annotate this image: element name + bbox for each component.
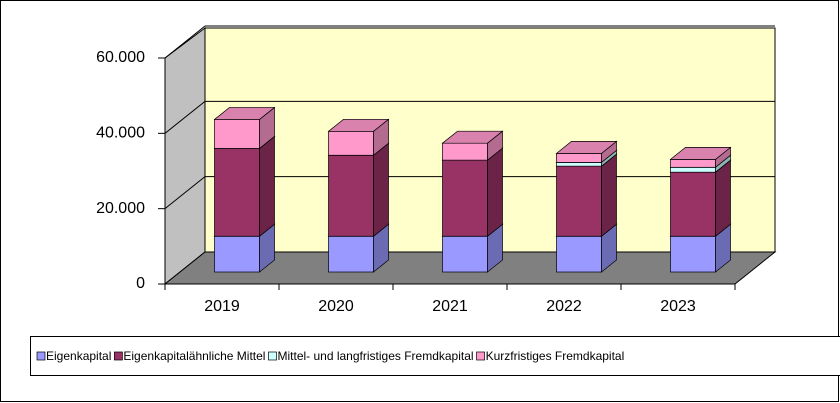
bar-segment — [556, 235, 602, 273]
x-tick-label: 2022 — [546, 298, 582, 315]
y-tick-label: 40.000 — [96, 125, 145, 142]
x-tick-label: 2019 — [204, 298, 240, 315]
bar-segment — [328, 154, 374, 237]
bar-segment — [670, 171, 716, 237]
x-tick-label: 2023 — [660, 298, 696, 315]
bar-top — [441, 130, 504, 144]
bar-top — [669, 147, 732, 160]
bar-side — [373, 142, 389, 237]
bar-segment — [442, 235, 488, 273]
x-tick-label: 2020 — [318, 298, 354, 315]
bar-segment — [670, 235, 716, 273]
bar-segment — [442, 142, 488, 161]
bar-side — [487, 147, 503, 237]
bar-segment — [214, 235, 260, 273]
bar-top — [555, 141, 618, 154]
side-wall — [164, 27, 206, 286]
bar-segment — [670, 166, 716, 173]
bar-segment — [556, 165, 602, 237]
legend-swatch — [36, 351, 46, 361]
bar-segment — [556, 153, 602, 163]
bar-segment — [670, 159, 716, 168]
bar-side — [259, 135, 275, 237]
grid-line — [164, 176, 206, 210]
bar-segment — [442, 159, 488, 237]
grid-line — [164, 100, 206, 134]
legend-swatch — [114, 351, 123, 361]
y-tick-label: 20.000 — [96, 200, 145, 217]
grid-line — [164, 25, 206, 59]
bar-segment — [328, 235, 374, 273]
y-tick-label: 0 — [136, 275, 145, 292]
bar-side — [715, 159, 731, 237]
y-tick-label: 60.000 — [96, 49, 145, 66]
bar-side — [601, 153, 617, 237]
legend-label: Kurzfristiges Fremdkapital — [486, 349, 625, 363]
legend-label: Mittel- und langfristiges Fremdkapital — [277, 349, 473, 363]
bar-top — [213, 107, 276, 120]
bar-top — [327, 118, 390, 132]
bar-segment — [214, 119, 260, 149]
legend-swatch — [268, 351, 277, 361]
bar-segment — [214, 148, 260, 237]
legend-box — [30, 336, 840, 376]
bar-segment — [328, 130, 374, 156]
x-tick-label: 2021 — [432, 298, 468, 315]
bar-segment — [556, 162, 602, 167]
legend-label: Eigenkapital — [46, 349, 111, 363]
legend-swatch — [476, 351, 485, 361]
legend-label: Eigenkapitalähnliche Mittel — [123, 349, 265, 363]
